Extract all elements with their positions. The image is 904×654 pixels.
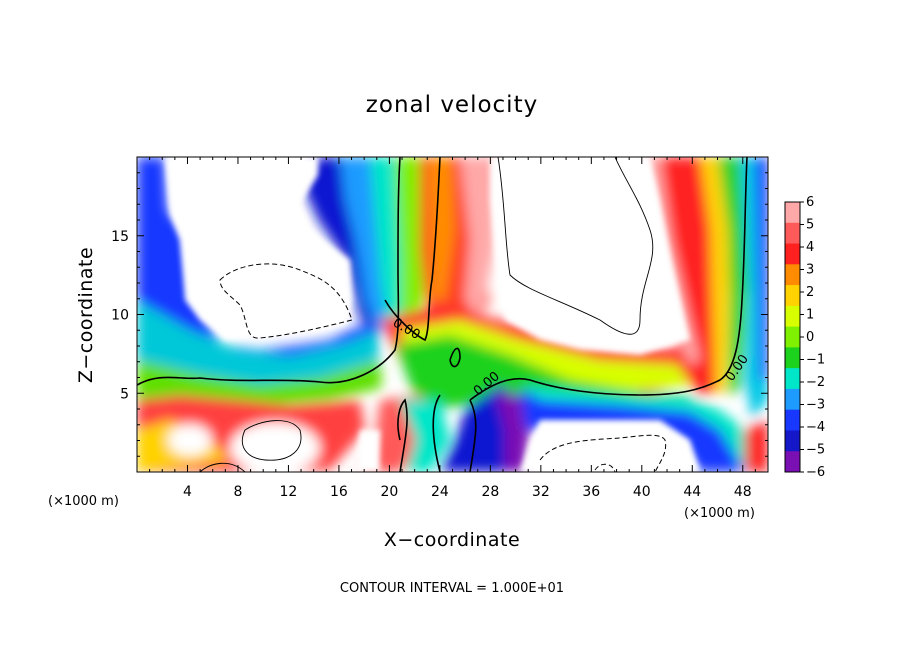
x-tick-label: 4	[183, 484, 192, 500]
colorbar-label: 0	[806, 330, 814, 345]
colorbar-swatch	[785, 243, 800, 265]
colorbar-label: 4	[806, 240, 814, 255]
chart-title: zonal velocity	[366, 92, 538, 118]
colorbar-swatch	[785, 451, 800, 473]
colorbar-label: −6	[806, 465, 825, 480]
y-tick-label: 5	[120, 386, 129, 402]
colorbar-label: −4	[806, 420, 825, 435]
colorbar-swatch	[785, 202, 800, 224]
x-tick-label: 32	[532, 484, 550, 500]
x-tick-label: 36	[582, 484, 600, 500]
colorbar-swatch	[785, 305, 800, 328]
colorbar-label: −5	[806, 443, 825, 458]
colorbar-label: 3	[806, 263, 814, 278]
x-tick-label: 48	[734, 484, 752, 500]
colorbar-label: −3	[806, 398, 825, 413]
contour-interval-note: CONTOUR INTERVAL = 1.000E+01	[340, 581, 564, 596]
x-unit-right: (×1000 m)	[684, 506, 755, 521]
colorbar-swatch	[785, 222, 800, 245]
x-tick-label: 20	[380, 484, 398, 500]
y-tick-label: 15	[111, 229, 129, 245]
x-tick-label: 24	[431, 484, 449, 500]
x-tick-label: 8	[233, 484, 242, 500]
colorbar-swatch	[785, 430, 800, 452]
x-tick-label: 12	[280, 484, 298, 500]
colorbar-swatch	[785, 326, 800, 348]
colorbar-swatch	[785, 347, 800, 369]
x-tick-label: 16	[330, 484, 348, 500]
y-tick-label: 10	[111, 308, 129, 324]
colorbar-label: −1	[806, 353, 825, 368]
y-axis-label: Z−coordinate	[75, 247, 97, 383]
colorbar-swatch	[785, 264, 800, 286]
heatmap-field: 0.00 0.00 0.00	[137, 157, 768, 472]
colorbar: 6 5 4 3 2 1 0 −1 −2 −3 −4 −5 −6	[784, 195, 825, 480]
x-tick-label: 40	[633, 484, 651, 500]
x-axis-label: X−coordinate	[384, 529, 520, 551]
colorbar-label: 2	[806, 285, 814, 300]
x-unit-left: (×1000 m)	[48, 494, 119, 509]
colorbar-label: 1	[806, 308, 814, 323]
colorbar-label: 6	[806, 195, 814, 210]
colorbar-swatch	[785, 368, 800, 390]
colorbar-swatch	[785, 409, 800, 431]
y-axis: 5 10 15	[111, 172, 768, 457]
colorbar-label: 5	[806, 218, 814, 233]
colorbar-swatch	[785, 285, 800, 307]
x-tick-label: 44	[683, 484, 701, 500]
x-axis: 4 8 12 16 20 24 28 32 36 40 44 48	[149, 157, 756, 500]
x-tick-label: 28	[481, 484, 499, 500]
colorbar-swatch	[785, 388, 800, 411]
colorbar-label: −2	[806, 375, 825, 390]
